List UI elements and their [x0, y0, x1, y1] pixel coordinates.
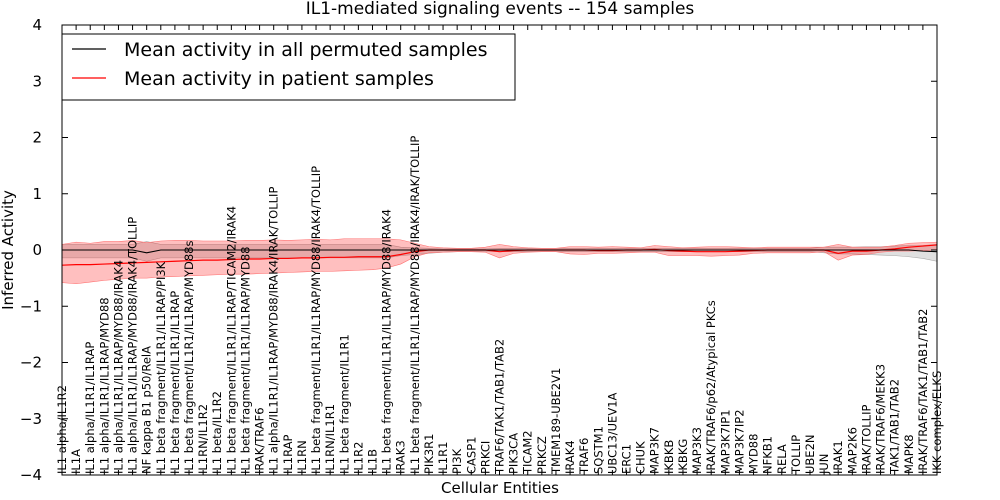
x-tick-label: SQSTM1: [591, 426, 605, 474]
chart-title: IL1-mediated signaling events -- 154 sam…: [306, 0, 695, 19]
y-tick-label: −2: [20, 354, 42, 372]
x-tick-label: TRAF6/TAK1/TAB1/TAB2: [493, 339, 507, 475]
x-tick-label: IKK complex/ELKS: [930, 371, 944, 474]
x-tick-label: IRAK4: [563, 440, 577, 474]
x-tick-label: IL1R2: [351, 442, 365, 474]
x-tick-label: IL1RAP: [281, 434, 295, 474]
x-tick-label: PIK3CA: [507, 433, 521, 474]
x-tick-label: NF kappa B1 p50/RelA: [140, 346, 154, 474]
x-tick-label: RELA: [775, 444, 789, 474]
x-tick-label: IL1RN/IL1R1: [323, 404, 337, 474]
x-tick-label: ERC1: [620, 444, 634, 474]
y-tick-label: 3: [32, 72, 42, 90]
x-tick-label: IRAK1: [831, 440, 845, 474]
legend: Mean activity in all permuted samples Me…: [61, 33, 516, 101]
line-series-0: [62, 249, 938, 254]
x-tick-label: IL1RN/IL1R2: [196, 404, 210, 474]
x-tick-label: IRAK3: [394, 440, 408, 474]
x-tick-label: IL1 beta fragment/IL1R1/IL1RAP: [168, 291, 182, 474]
x-tick-label: IRAK/TRAF6/p62/Atypical PKCs: [704, 300, 718, 474]
legend-label-patient: Mean activity in patient samples: [124, 68, 434, 90]
x-tick-label: IL1 beta fragment/IL1R1/IL1RAP/PI3K: [154, 261, 168, 474]
x-tick-label: IL1 beta fragment/IL1R1/IL1RAP/MYD88: [238, 247, 252, 474]
x-tick-label: IL1R1: [436, 442, 450, 474]
y-tick-label: 4: [32, 16, 42, 34]
x-tick-label: NFKB1: [761, 436, 775, 474]
x-tick-label: IL1 alpha/IL1R2: [55, 385, 69, 474]
x-tick-label: IRAK/TRAF6/MEKK3: [874, 364, 888, 474]
x-tick-label: IL1RN: [295, 440, 309, 474]
x-tick-label: IL1 beta fragment/IL1R1/IL1RAP/MYD88/IRA…: [309, 166, 323, 474]
x-tick-label: MAP3K7: [648, 427, 662, 474]
x-tick-label: IKBKG: [676, 439, 690, 474]
x-axis: IL1 alpha/IL1R2 IL1A IL1 alpha/IL1R1/IL1RA…: [55, 25, 944, 475]
x-tick-label: IL1 alpha/IL1R1/IL1RAP: [83, 342, 97, 474]
y-tick-label: −1: [20, 297, 42, 315]
x-tick-label: UBE2N: [803, 435, 817, 475]
x-tick-label: PRKCI: [478, 441, 492, 474]
x-tick-label: IL1 alpha/IL1R1/IL1RAP/MYD88/IRAK4/IRAK/…: [267, 187, 281, 474]
x-tick-label: TICAM2: [521, 430, 535, 475]
x-tick-label: IL1 beta/IL1R2: [210, 391, 224, 474]
legend-box: [61, 33, 516, 101]
x-tick-label: TOLLIP: [789, 435, 803, 475]
x-tick-label: MAP2K6: [845, 427, 859, 474]
x-tick-label: TRAF6: [577, 438, 591, 475]
x-tick-label: MAP3K3: [690, 427, 704, 474]
y-tick-label: −4: [20, 466, 42, 484]
x-tick-label: IL1A: [69, 449, 83, 474]
series-lines: [61, 244, 938, 266]
x-tick-label: IL1B: [365, 449, 379, 474]
x-tick-label: MAPK8: [902, 434, 916, 474]
x-tick-label: UBC13/UEV1A: [605, 392, 619, 474]
x-tick-label: IL1 beta fragment/IL1R1: [337, 334, 351, 474]
x-tick-label: IL1 alpha/IL1R1/IL1RAP/MYD88/IRAK4: [111, 260, 125, 474]
y-axis-label: Inferred Activity: [0, 190, 17, 310]
x-tick-label: PI3K: [450, 448, 464, 474]
x-tick-label: IL1 beta fragment/IL1R1/IL1RAP/MYD88s: [182, 241, 196, 474]
x-axis-label: Cellular Entities: [441, 479, 559, 497]
x-tick-label: PIK3R1: [422, 434, 436, 475]
legend-label-permuted: Mean activity in all permuted samples: [124, 39, 487, 61]
x-tick-label: IL1 beta fragment/IL1R1/IL1RAP/MYD88/IRA…: [380, 209, 394, 474]
x-tick-label: IRAK/TRAF6/TAK1/TAB1/TAB2: [916, 309, 930, 474]
y-tick-label: 1: [32, 185, 42, 203]
x-tick-label: CASP1: [464, 437, 478, 474]
x-tick-label: MAP3K7IP2: [732, 409, 746, 474]
x-tick-label: TAK1/TAB1/TAB2: [888, 379, 902, 475]
y-tick-label: −3: [20, 410, 42, 428]
x-tick-label: IL1 alpha/IL1R1/IL1RAP/MYD88: [97, 297, 111, 474]
y-tick-label: 0: [32, 241, 42, 259]
y-axis: −4 −3 −2 −1 0 1 2 3 4: [20, 16, 937, 484]
x-tick-label: TMEM189-UBE2V1: [549, 368, 563, 475]
x-tick-label: IL1 alpha/IL1R1/IL1RAP/MYD88/IRAK4/TOLLI…: [126, 217, 140, 474]
x-tick-label: PRKCZ: [535, 436, 549, 474]
x-tick-label: IRAK/TOLLIP: [859, 405, 873, 474]
x-tick-label: IKBKB: [662, 440, 676, 474]
x-tick-label: MAP3K7IP1: [718, 409, 732, 474]
x-tick-label: IL1 beta fragment/IL1R1/IL1RAP/MYD88/IRA…: [408, 136, 422, 474]
y-tick-label: 2: [32, 129, 42, 147]
x-tick-label: IRAK/TRAF6: [253, 407, 267, 474]
x-tick-label: IL1 beta fragment/IL1R1/IL1RAP/TICAM2/IR…: [224, 206, 238, 474]
x-tick-label: MYD88: [747, 434, 761, 474]
x-tick-label: CHUK: [634, 441, 648, 474]
x-tick-label: JUN: [817, 454, 831, 475]
